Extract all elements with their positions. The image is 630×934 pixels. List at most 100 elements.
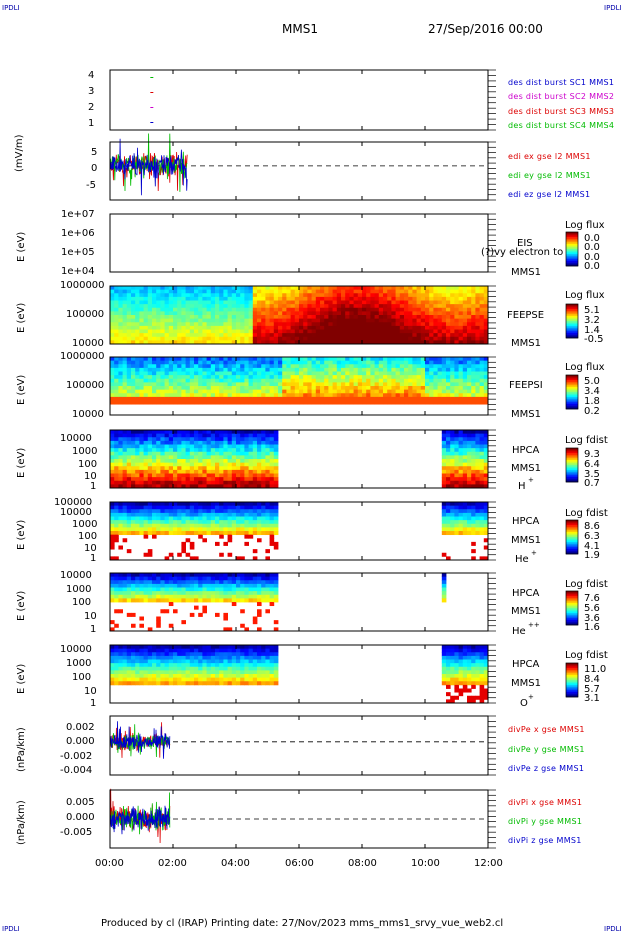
spectrogram-cell: [349, 389, 354, 394]
spectrogram-cell: [185, 300, 191, 305]
spectrogram-cell: [202, 505, 207, 510]
spectrogram-cell: [420, 340, 426, 345]
spectrogram-cell: [147, 378, 153, 383]
spectrogram-cell: [210, 648, 216, 653]
spectrogram-cell: [164, 357, 170, 362]
spectrogram-cell: [450, 333, 455, 338]
spectrogram-cell: [160, 430, 165, 435]
spectrogram-cell: [168, 670, 174, 675]
spectrogram-cell: [408, 300, 413, 305]
spectrogram-cell: [454, 433, 459, 438]
spectrogram-cell: [131, 466, 136, 471]
spectrogram-cell: [483, 451, 489, 456]
spectrogram-cell: [164, 523, 170, 528]
spectrogram-cell: [336, 296, 342, 301]
spectrogram-cell: [446, 652, 451, 657]
spectrogram-cell: [219, 293, 224, 298]
spectrogram-cell: [441, 286, 447, 291]
spectrogram-cell: [240, 623, 245, 628]
spectrogram-cell: [467, 322, 472, 327]
spectrogram-cell: [152, 375, 157, 380]
spectrogram-cell: [483, 375, 489, 380]
spectrogram-cell: [215, 505, 220, 510]
spectrogram-cell: [416, 300, 422, 305]
spectrogram-cell: [177, 466, 182, 471]
spectrogram-cell: [143, 396, 149, 401]
spectrogram-cell: [210, 393, 216, 398]
spectrogram-cell: [441, 367, 447, 372]
spectrogram-cell: [173, 382, 178, 387]
spectrogram-cell: [332, 400, 338, 405]
spectrogram-cell: [307, 367, 312, 372]
spectrogram-cell: [185, 573, 191, 578]
spectrogram-cell: [110, 541, 115, 546]
spectrogram-cell: [177, 516, 182, 521]
spectrogram-cell: [315, 289, 321, 294]
spectrogram-cell: [450, 378, 455, 383]
spectrogram-cell: [135, 666, 140, 671]
spectrogram-cell: [231, 444, 237, 449]
spectrogram-cell: [475, 473, 480, 478]
spectrogram-cell: [236, 307, 241, 312]
spectrogram-cell: [122, 466, 128, 471]
spectrogram-cell: [143, 663, 149, 668]
spectrogram-cell: [139, 677, 144, 682]
spectrogram-cell: [168, 531, 174, 536]
spectrogram-cell: [139, 400, 144, 405]
spectrogram-cell: [143, 304, 149, 309]
spectrogram-cell: [357, 318, 363, 323]
spectrogram-cell: [135, 333, 140, 338]
spectrogram-cell: [341, 364, 346, 369]
spectrogram-cell: [231, 433, 237, 438]
spectrogram-cell: [118, 576, 123, 581]
spectrogram-cell: [458, 466, 464, 471]
spectrogram-cell: [278, 389, 283, 394]
spectrogram-cell: [114, 315, 119, 320]
spectrogram-cell: [454, 527, 459, 532]
spectrogram-cell: [139, 484, 144, 489]
spectrogram-cell: [215, 325, 220, 330]
spectrogram-cell: [139, 382, 144, 387]
spectrogram-cell: [248, 505, 254, 510]
spectrogram-cell: [122, 329, 128, 334]
spectrogram-cell: [185, 648, 191, 653]
spectrogram-cell: [332, 360, 338, 365]
spectrogram-cell: [433, 357, 438, 362]
spectrogram-cell: [118, 473, 123, 478]
spectrogram-cell: [269, 591, 275, 596]
spectrogram-cell: [383, 396, 388, 401]
spectrogram-cell: [110, 455, 115, 460]
spectrogram-cell: [168, 484, 174, 489]
spectrogram-cell: [425, 311, 430, 316]
spectrogram-cell: [483, 538, 489, 543]
spectrogram-cell: [315, 396, 321, 401]
spectrogram-cell: [252, 652, 258, 657]
spectrogram-cell: [303, 336, 308, 341]
spectrogram-cell: [131, 587, 136, 592]
spectrogram-cell: [269, 304, 275, 309]
spectrogram-cell: [391, 333, 396, 338]
spectrogram-cell: [227, 289, 233, 294]
spectrogram-cell: [126, 329, 132, 334]
spectrogram-cell: [332, 396, 338, 401]
spectrogram-cell: [265, 556, 270, 561]
spectrogram-cell: [236, 440, 241, 445]
spectrogram-cell: [408, 336, 413, 341]
spectrogram-cell: [244, 293, 249, 298]
spectrogram-cell: [252, 480, 258, 485]
spectrogram-cell: [269, 437, 275, 442]
spectrogram-cell: [185, 357, 191, 362]
spectrogram-cell: [248, 336, 254, 341]
spectrogram-cell: [429, 367, 434, 372]
spectrogram-cell: [471, 440, 476, 445]
spectrogram-cell: [181, 648, 186, 653]
spectrogram-cell: [143, 523, 149, 528]
spectrogram-cell: [366, 367, 371, 372]
spectrogram-cell: [131, 598, 136, 603]
spectrogram-cell: [362, 382, 367, 387]
spectrogram-cell: [324, 333, 329, 338]
spectrogram-cell: [273, 516, 279, 521]
spectrogram-cell: [408, 296, 413, 301]
spectrogram-cell: [458, 505, 464, 510]
spectrogram-cell: [168, 587, 174, 592]
